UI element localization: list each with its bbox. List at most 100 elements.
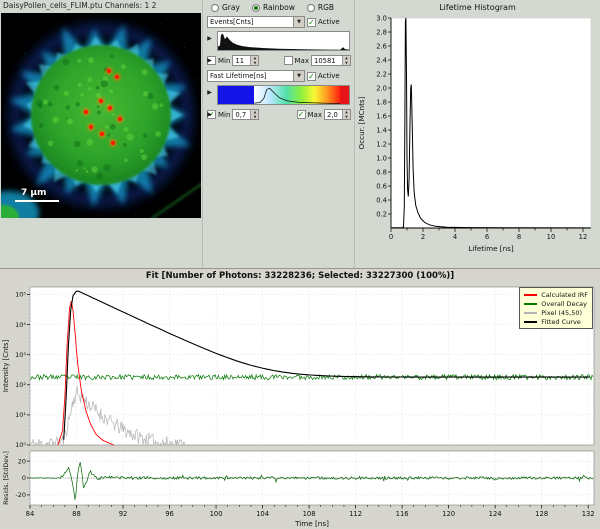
spinner-arrows-icon[interactable]: ▲ ▼ bbox=[342, 110, 350, 119]
intensity-max-spinner[interactable]: 10581 ▲ ▼ bbox=[311, 55, 351, 66]
lifetime-max-spinner[interactable]: 2,0 ▲ ▼ bbox=[324, 109, 351, 120]
lifetime-min-spinner[interactable]: 0,7 ▲ ▼ bbox=[232, 109, 260, 120]
intensity-min-spinner[interactable]: 11 ▲ ▼ bbox=[232, 55, 260, 66]
svg-text:0: 0 bbox=[22, 474, 26, 482]
spinner-arrows-icon[interactable]: ▲ ▼ bbox=[342, 56, 350, 65]
spinner-arrows-icon[interactable]: ▲ ▼ bbox=[250, 110, 259, 119]
scale-bar: 7 µm bbox=[15, 187, 59, 202]
gradient-min-color-block bbox=[218, 86, 254, 104]
scale-bar-label: 7 µm bbox=[21, 187, 47, 198]
svg-text:128: 128 bbox=[535, 510, 548, 518]
intensity-min-checkbox[interactable] bbox=[207, 56, 216, 65]
svg-text:84: 84 bbox=[26, 510, 35, 518]
lifetime-min-label: Min bbox=[218, 110, 231, 119]
svg-text:1.4: 1.4 bbox=[376, 126, 387, 134]
svg-text:Resids. [StdDev.]: Resids. [StdDev.] bbox=[3, 451, 10, 505]
expander-arrow-icon[interactable]: ▶ bbox=[207, 89, 212, 96]
svg-text:100: 100 bbox=[210, 510, 223, 518]
lifetime-active-checkbox[interactable] bbox=[307, 71, 316, 81]
intensity-active-checkbox[interactable] bbox=[307, 17, 316, 27]
flim-image[interactable]: 7 µm bbox=[0, 13, 204, 235]
radio-rainbow[interactable]: Rainbow bbox=[251, 3, 295, 12]
lifetime-min-checkbox[interactable] bbox=[207, 110, 216, 119]
svg-text:1.6: 1.6 bbox=[376, 112, 387, 120]
svg-text:2.4: 2.4 bbox=[376, 56, 387, 64]
fit-panel: Fit [Number of Photons: 33228236; Select… bbox=[0, 268, 600, 528]
spinner-arrows-icon[interactable]: ▲ ▼ bbox=[250, 56, 259, 65]
svg-text:108: 108 bbox=[303, 510, 316, 518]
svg-text:1.0: 1.0 bbox=[376, 154, 387, 162]
svg-text:Occur. [MCnts]: Occur. [MCnts] bbox=[357, 96, 366, 149]
svg-text:6: 6 bbox=[485, 233, 489, 241]
lifetime-max-value: 2,0 bbox=[327, 110, 338, 119]
svg-text:0.2: 0.2 bbox=[376, 210, 387, 218]
intensity-min-value: 11 bbox=[235, 56, 245, 65]
legend-swatch-fitted-curve bbox=[524, 320, 538, 323]
svg-text:2.8: 2.8 bbox=[376, 28, 387, 36]
expander-arrow-icon[interactable]: ▶ bbox=[207, 35, 212, 42]
lifetime-histogram-panel: Lifetime Histogram 0.2 0.4 0.6 0.8 1.0 1.2 1.4… bbox=[354, 0, 600, 268]
lifetime-dropdown-value: Fast Lifetime[ns] bbox=[210, 72, 267, 80]
intensity-max-checkbox[interactable] bbox=[283, 56, 293, 65]
svg-text:10⁰: 10⁰ bbox=[15, 441, 26, 449]
lifetime-max-label: Max bbox=[307, 110, 322, 119]
intensity-active-label: Active bbox=[318, 18, 340, 26]
lifetime-distribution-curve bbox=[254, 87, 340, 104]
svg-text:3.0: 3.0 bbox=[376, 14, 387, 22]
svg-text:8: 8 bbox=[517, 233, 521, 241]
gradient-max-color-block bbox=[340, 86, 349, 104]
radio-rainbow-label: Rainbow bbox=[262, 3, 295, 12]
svg-text:1.8: 1.8 bbox=[376, 98, 387, 106]
legend-entry: Pixel (45,50) bbox=[524, 308, 588, 317]
svg-text:0.6: 0.6 bbox=[376, 182, 387, 190]
display-controls-panel: Gray Rainbow RGB Events[Cnts] ▼ Active bbox=[202, 0, 354, 268]
intensity-dropdown-value: Events[Cnts] bbox=[210, 18, 254, 26]
radio-gray-label: Gray bbox=[222, 3, 240, 12]
lifetime-histogram-plot[interactable]: 0.2 0.4 0.6 0.8 1.0 1.2 1.4 1.6 1.8 2.0 2.2 2.4 2.6 2… bbox=[355, 10, 600, 268]
svg-text:10¹: 10¹ bbox=[15, 411, 26, 419]
image-file-title: DaisyPollen_cells_FLIM.ptu Channels: 1 2 bbox=[3, 1, 157, 10]
svg-text:96: 96 bbox=[165, 510, 174, 518]
svg-text:112: 112 bbox=[349, 510, 362, 518]
radio-gray-circle[interactable] bbox=[211, 3, 219, 12]
gradient-rainbow-scale bbox=[254, 86, 340, 104]
expander-arrow-icon[interactable]: ▶ bbox=[207, 57, 212, 64]
svg-text:0.4: 0.4 bbox=[376, 196, 387, 204]
svg-text:12: 12 bbox=[579, 233, 588, 241]
lifetime-max-checkbox[interactable] bbox=[296, 110, 306, 119]
expander-arrow-icon[interactable]: ▶ bbox=[207, 111, 212, 118]
radio-gray[interactable]: Gray bbox=[211, 3, 240, 12]
svg-text:20: 20 bbox=[18, 457, 26, 465]
svg-text:-20: -20 bbox=[15, 491, 26, 499]
svg-text:4: 4 bbox=[453, 233, 457, 241]
legend-label: Calculated IRF bbox=[541, 290, 588, 299]
lifetime-channel-dropdown[interactable]: Fast Lifetime[ns] ▼ bbox=[207, 70, 305, 82]
legend-swatch-irf bbox=[524, 293, 538, 296]
radio-rainbow-circle[interactable] bbox=[251, 3, 260, 12]
image-panel: DaisyPollen_cells_FLIM.ptu Channels: 1 2 bbox=[0, 0, 204, 268]
fit-legend: Calculated IRF Overall Decay Pixel (45,5… bbox=[519, 287, 593, 329]
svg-text:124: 124 bbox=[489, 510, 502, 518]
chevron-down-icon[interactable]: ▼ bbox=[293, 17, 304, 27]
radio-rgb-circle[interactable] bbox=[306, 3, 315, 12]
svg-text:1.2: 1.2 bbox=[376, 140, 387, 148]
radio-rgb[interactable]: RGB bbox=[306, 3, 335, 12]
svg-text:10²: 10² bbox=[15, 381, 26, 389]
legend-swatch-overall-decay bbox=[524, 302, 538, 305]
svg-text:0: 0 bbox=[389, 233, 393, 241]
svg-text:Intensity [Cnts]: Intensity [Cnts] bbox=[2, 340, 10, 393]
chevron-down-icon[interactable]: ▼ bbox=[293, 71, 304, 81]
lifetime-selector-row: Fast Lifetime[ns] ▼ Active bbox=[207, 70, 351, 82]
lifetime-min-value: 0,7 bbox=[235, 110, 247, 119]
lifetime-gradient-strip[interactable] bbox=[217, 85, 350, 105]
svg-text:10⁵: 10⁵ bbox=[15, 291, 26, 299]
intensity-channel-dropdown[interactable]: Events[Cnts] ▼ bbox=[207, 16, 305, 28]
lifetime-active-label: Active bbox=[318, 72, 340, 80]
intensity-min-label: Min bbox=[218, 56, 231, 65]
intensity-histogram-strip[interactable] bbox=[217, 31, 350, 51]
fit-plot[interactable]: 84 88 92 96 100 104 108 112 116 120 124 128 132 10⁰ 10… bbox=[0, 281, 600, 529]
intensity-max-value: 10581 bbox=[314, 56, 336, 65]
radio-rgb-label: RGB bbox=[317, 3, 335, 12]
color-mode-radio-group: Gray Rainbow RGB bbox=[211, 3, 334, 12]
svg-text:104: 104 bbox=[256, 510, 269, 518]
